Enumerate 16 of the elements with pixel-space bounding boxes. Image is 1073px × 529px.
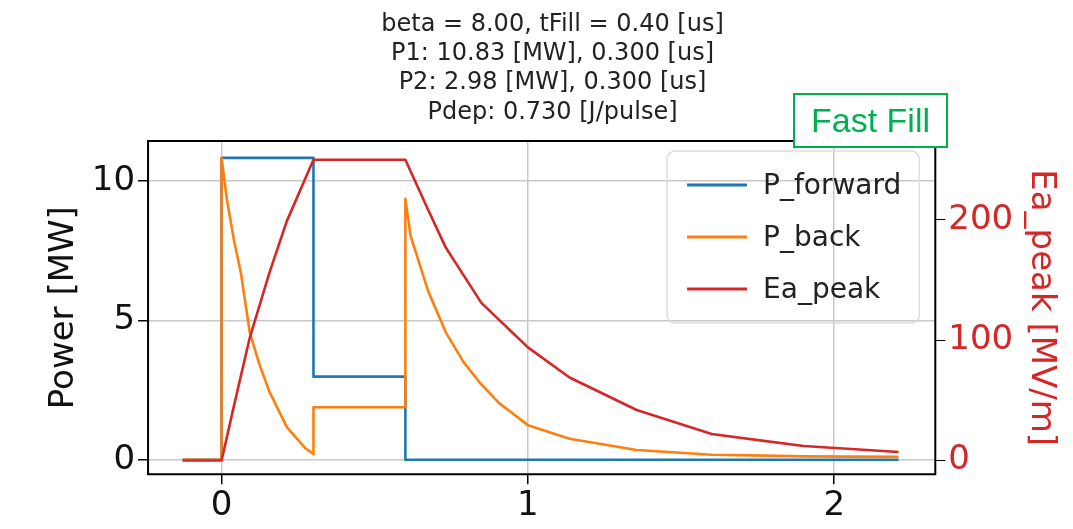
legend-label: P_forward — [763, 168, 902, 202]
x-tick-label: 2 — [823, 483, 846, 524]
y-tick-label: 10 — [91, 157, 136, 198]
y2-tick-label: 100 — [948, 317, 1014, 358]
x-tick-label: 0 — [210, 483, 233, 524]
y2-tick-label: 200 — [948, 196, 1014, 237]
chart-title: beta = 8.00, tFill = 0.40 [us] P1: 10.83 [MW], 0.300 [us] P2: 2.98 [MW], 0.300 [us] Pdep: 0.730 [J/pulse] — [381, 8, 724, 125]
text: Fast Fill — [793, 93, 948, 148]
y-tick-label: 0 — [113, 436, 136, 477]
y2-tick-label: 0 — [948, 437, 970, 478]
y2-axis-title: Ea_peak [MV/m] — [1023, 169, 1064, 447]
y-tick-label: 5 — [113, 297, 136, 338]
x-tick-label: 1 — [517, 483, 539, 524]
legend-label: P_back — [763, 220, 862, 254]
y-axis-title: Power [MW] — [41, 206, 82, 410]
legend-label: Ea_peak — [763, 272, 882, 306]
